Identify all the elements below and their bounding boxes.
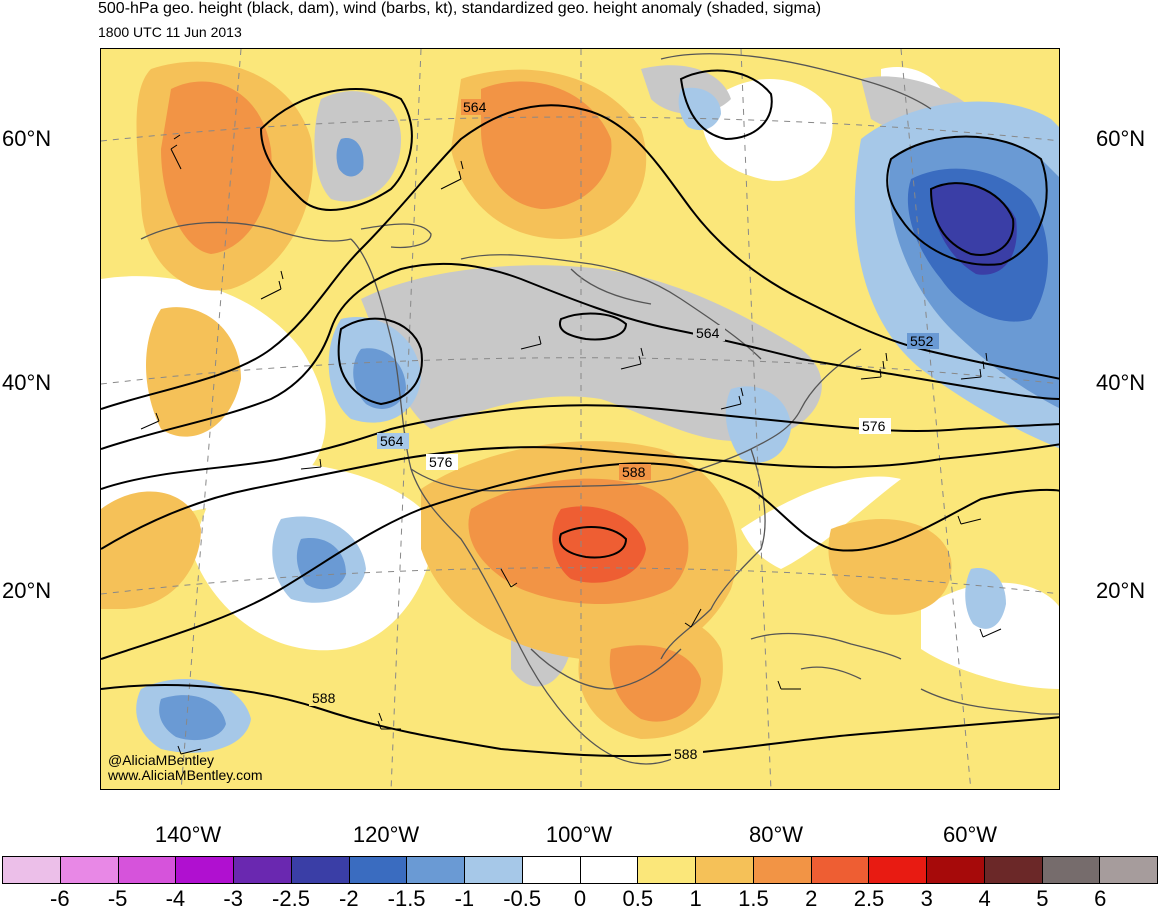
colorbar-label: -5 xyxy=(107,886,128,911)
contour-label: 552 xyxy=(910,333,934,349)
colorbar-cell xyxy=(1042,857,1101,883)
anomaly-near-zero-region xyxy=(701,79,833,181)
colorbar-cell xyxy=(580,857,639,883)
negative-anomaly-region xyxy=(725,386,791,463)
colorbar-cell xyxy=(118,857,177,883)
colorbar-cell xyxy=(291,857,350,883)
map-title: 500-hPa geo. height (black, dam), wind (… xyxy=(98,0,822,17)
coastlines xyxy=(140,53,1059,765)
lat-lon-grid xyxy=(101,49,1059,789)
colorbar-cell xyxy=(696,857,754,883)
wind-barbs xyxy=(140,134,1002,755)
colorbar-label: 2.5 xyxy=(853,886,885,911)
contour-label: 588 xyxy=(674,746,698,762)
negative-anomaly-region xyxy=(965,568,1006,629)
colorbar-label: 5 xyxy=(1036,886,1049,911)
colorbar-cell xyxy=(1100,857,1157,883)
colorbar-cell xyxy=(927,857,985,883)
colorbar-label: 4 xyxy=(978,886,991,911)
colorbar-label: -4 xyxy=(165,886,186,911)
colorbar-label: -2.5 xyxy=(272,886,310,911)
negative-anomaly-region xyxy=(678,87,721,131)
colorbar-label: -1.5 xyxy=(387,886,426,911)
colorbar-cell xyxy=(869,857,927,883)
lon-label-140w: 140°W xyxy=(154,822,222,847)
lon-label-100w: 100°W xyxy=(545,822,613,847)
colorbar-cell xyxy=(522,857,581,883)
colorbar-cell xyxy=(811,857,870,883)
anomaly-near-zero-region xyxy=(921,582,1059,689)
colorbar-cell xyxy=(465,857,523,883)
lat-label-40n-right: 40°N xyxy=(1096,370,1146,395)
contour-label-group: 564 564 564 552 576 576 588 588 588 xyxy=(309,99,939,762)
colorbar-cell xyxy=(407,857,465,883)
colorbar-cell xyxy=(60,857,119,883)
contour-label: 576 xyxy=(862,418,886,434)
colorbar-label: 0.5 xyxy=(622,886,654,911)
positive-anomaly-region xyxy=(101,491,201,609)
colorbar-cell xyxy=(3,857,61,883)
credit-website[interactable]: www.AliciaMBentley.com xyxy=(108,767,263,783)
height-contours xyxy=(101,69,1059,758)
anomaly-colorbar xyxy=(2,856,1158,884)
colorbar-cell xyxy=(234,857,292,883)
positive-anomaly-region xyxy=(552,506,646,583)
lat-label-60n-right: 60°N xyxy=(1096,126,1146,151)
colorbar-cell xyxy=(349,857,408,883)
colorbar-label: -1 xyxy=(454,886,475,911)
positive-anomaly-region xyxy=(161,81,272,254)
lat-label-40n-left: 40°N xyxy=(2,370,52,395)
weather-map[interactable]: 564 564 564 552 576 576 588 588 588 xyxy=(100,48,1060,790)
credit-handle: @AliciaMBentley xyxy=(108,752,215,768)
colorbar-label: -0.5 xyxy=(503,886,542,911)
colorbar-label: -2 xyxy=(339,886,359,911)
colorbar-label: 6 xyxy=(1094,886,1107,911)
lat-label-20n-left: 20°N xyxy=(2,578,52,603)
colorbar-cell xyxy=(638,857,696,883)
positive-anomaly-region xyxy=(609,645,701,722)
lat-label-20n-right: 20°N xyxy=(1096,578,1146,603)
negative-anomaly-region xyxy=(353,348,406,409)
colorbar-label: 2 xyxy=(805,886,818,911)
contour-label: 588 xyxy=(312,690,336,706)
lon-label-60w: 60°W xyxy=(942,822,998,847)
lon-label-80w: 80°W xyxy=(748,822,804,847)
colorbar-label: 3 xyxy=(920,886,933,911)
colorbar-label: 1 xyxy=(689,886,702,911)
negative-anomaly-region xyxy=(159,695,226,741)
contour-label: 588 xyxy=(622,464,646,480)
anomaly-gray-region xyxy=(361,265,822,441)
map-canvas: 564 564 564 552 576 576 588 588 588 xyxy=(101,49,1059,789)
lon-label-120w: 120°W xyxy=(352,822,420,847)
lat-label-60n-left: 60°N xyxy=(2,126,52,151)
valid-time: 1800 UTC 11 Jun 2013 xyxy=(98,24,242,40)
colorbar-label: -3 xyxy=(223,886,243,911)
colorbar-cell xyxy=(984,857,1043,883)
contour-label: 564 xyxy=(463,99,487,115)
contour-label: 564 xyxy=(696,325,720,341)
colorbar-label: 1.5 xyxy=(738,886,769,911)
positive-anomaly-region xyxy=(828,519,952,615)
colorbar-label: -6 xyxy=(50,886,70,911)
positive-anomaly-region xyxy=(481,81,612,209)
anomaly-near-zero-region xyxy=(741,476,901,569)
colorbar-label: 0 xyxy=(573,886,587,911)
negative-anomaly-region xyxy=(336,138,364,177)
contour-label: 576 xyxy=(429,454,453,470)
contour-label: 564 xyxy=(380,433,404,449)
colorbar-cell xyxy=(753,857,812,883)
colorbar-cell xyxy=(176,857,234,883)
